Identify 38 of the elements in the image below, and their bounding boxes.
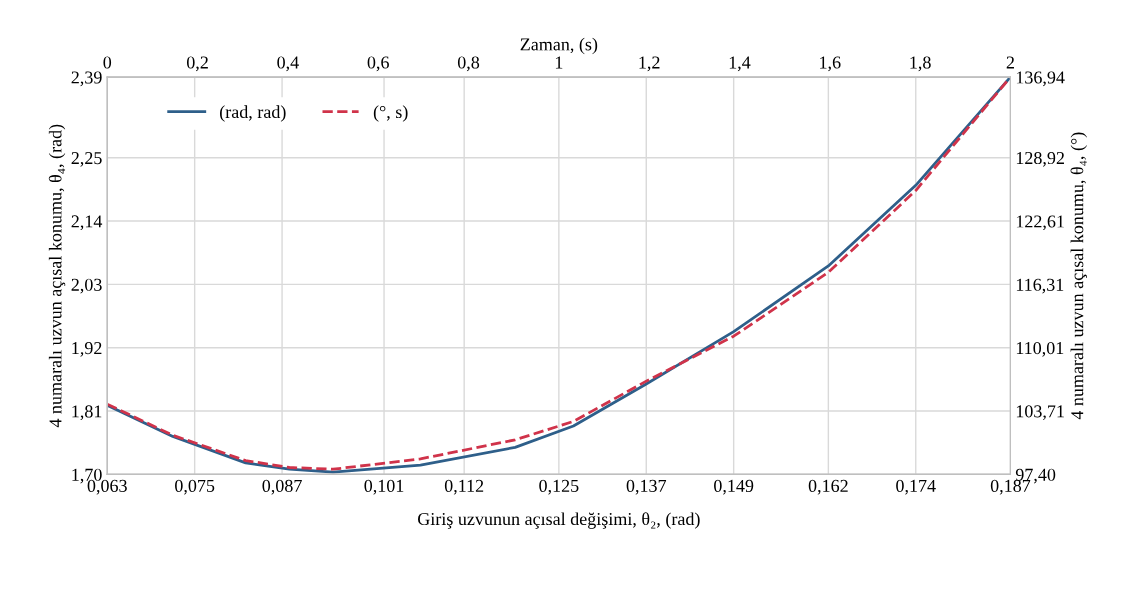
x-tick-label: 0,174 xyxy=(896,479,936,495)
x2-tick-label: 1,8 xyxy=(910,56,931,72)
x2-axis-title: Zaman, (s) xyxy=(520,37,598,55)
x-tick-label: 0,101 xyxy=(364,479,404,495)
x2-tick-label: 0 xyxy=(103,56,112,69)
y2-axis-title: 4 numaralı uzvun açısal konumu, θ₄, (°) xyxy=(1070,132,1087,420)
y-tick-label: 1,92 xyxy=(72,342,102,357)
y-axis-title: 4 numaralı uzvun açısal konumu, θ₄, (rad) xyxy=(48,124,66,428)
x-tick-label: 0,087 xyxy=(262,479,302,495)
x2-tick-label: 1,6 xyxy=(820,56,841,72)
y2-tick-label: 116,31 xyxy=(1016,278,1064,294)
x-tick-label: 0,137 xyxy=(626,479,667,495)
y2-tick-label: 136,94 xyxy=(1016,71,1065,87)
y-tick-label: 2,14 xyxy=(71,215,103,231)
x2-tick-label: 0,2 xyxy=(186,56,208,72)
y-tick-label: 1,81 xyxy=(72,405,102,421)
x-tick-label: 0,125 xyxy=(539,479,579,495)
x2-tick-label: 0,6 xyxy=(367,56,389,72)
x2-tick-label: 1,4 xyxy=(729,56,751,72)
y-tick-label: 2,39 xyxy=(71,71,102,87)
x2-tick-label: 1,2 xyxy=(639,56,660,72)
x2-tick-label: 0,8 xyxy=(457,56,480,72)
x-tick-label: 0,112 xyxy=(444,479,484,495)
x2-tick-label: 1 xyxy=(555,56,563,69)
x2-tick-label: 0,4 xyxy=(277,56,299,72)
y2-tick-label: 103,71 xyxy=(1016,405,1064,421)
x2-tick-label: 2 xyxy=(1006,56,1014,69)
y-tick-label: 2,25 xyxy=(71,152,102,167)
y2-tick-label: 122,61 xyxy=(1016,215,1064,231)
x-tick-label: 0,075 xyxy=(175,479,215,495)
legend-label: (rad, rad) xyxy=(220,105,286,122)
x-tick-label: 0,149 xyxy=(714,479,754,495)
y2-tick-label: 128,92 xyxy=(1016,151,1064,167)
y-tick-label: 2,03 xyxy=(71,278,102,294)
y2-tick-label: 110,01 xyxy=(1016,341,1064,357)
x-tick-label: 0,162 xyxy=(808,479,848,495)
legend-label: (°, s) xyxy=(373,105,408,122)
x-axis-title: Giriş uzvunun açısal değişimi, θ₂, (rad) xyxy=(417,512,700,529)
